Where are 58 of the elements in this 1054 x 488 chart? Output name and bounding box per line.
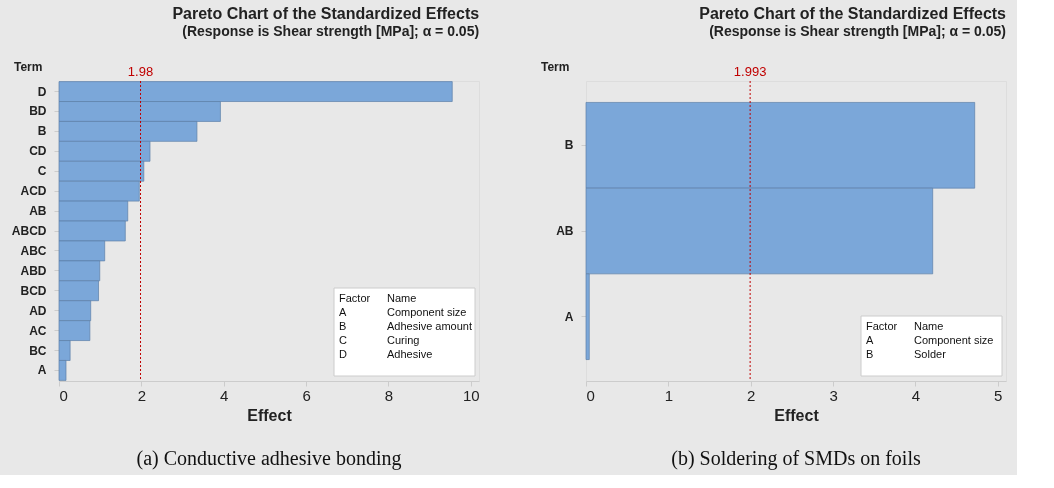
y-axis-title: Term [541, 60, 570, 74]
y-tick-label: BC [29, 343, 47, 358]
annotation: Adhesive [387, 348, 433, 360]
y-tick-label: BCD [20, 283, 47, 298]
y-tick-label: ABCD [11, 224, 47, 238]
x-tick-label: 5 [994, 386, 1003, 404]
x-axis-title: Effect [247, 406, 293, 424]
y-tick-label: D [37, 84, 47, 99]
y-tick-label: AC [29, 323, 47, 338]
y-tick-label: CD [29, 144, 47, 159]
annotation: Solder [914, 348, 947, 360]
y-tick-label: AB [29, 204, 47, 219]
y-tick-label: ABC [20, 243, 47, 258]
chart-subtitle: (Response is Shear strength [MPa]; α = 0.05) [709, 23, 1006, 39]
annotation: Name [387, 292, 417, 304]
text: (b) Soldering of SMDs on foils [671, 447, 921, 470]
x-tick-label: 8 [384, 386, 394, 404]
annotation: D [339, 348, 347, 360]
ref-line-label: 1.98 [127, 64, 154, 79]
y-tick-label: C [37, 164, 47, 179]
annotation: A [339, 306, 347, 318]
ref-line-label: 1.993 [733, 64, 767, 79]
annotation: C [339, 334, 347, 346]
y-tick-label: BD [29, 104, 47, 119]
y-tick-label: B [37, 124, 47, 139]
x-tick-label: 2 [137, 386, 147, 404]
chart-title: Pareto Chart of the Standardized Effects [699, 5, 1007, 22]
annotation: Factor [866, 320, 898, 332]
annotation: Component size [387, 306, 467, 318]
y-tick-label: A [564, 309, 574, 324]
y-tick-label: B [564, 138, 574, 153]
chart-title: Pareto Chart of the Standardized Effects [172, 5, 480, 22]
annotation: B [339, 320, 347, 332]
x-tick-label: 4 [220, 386, 229, 404]
annotation: A [866, 334, 874, 346]
annotation: Component size [914, 334, 994, 346]
x-tick-label: 0 [59, 386, 68, 404]
y-tick-label: AD [29, 303, 47, 318]
annotation: Factor [339, 292, 371, 304]
chart-subtitle: (Response is Shear strength [MPa]; α = 0.05) [182, 23, 480, 39]
x-axis-title: Effect [774, 406, 820, 424]
x-tick-label: 1 [664, 386, 674, 404]
annotation: B [866, 348, 874, 360]
y-tick-label: ABD [20, 263, 47, 278]
y-tick-label: ACD [20, 184, 47, 199]
x-tick-label: 3 [829, 386, 838, 404]
x-tick-label: 2 [747, 386, 756, 404]
x-tick-label: 6 [302, 386, 311, 404]
x-tick-label: 10 [462, 386, 480, 404]
annotation: Curing [387, 334, 420, 346]
text: (a) Conductive adhesive bonding [136, 447, 402, 470]
y-axis-title: Term [14, 60, 43, 74]
annotation: Adhesive amount [387, 320, 472, 332]
x-tick-label: 0 [586, 386, 595, 404]
y-tick-label: A [37, 363, 47, 378]
annotation: Name [914, 320, 944, 332]
x-tick-label: 4 [911, 386, 921, 404]
y-tick-label: AB [556, 224, 574, 238]
